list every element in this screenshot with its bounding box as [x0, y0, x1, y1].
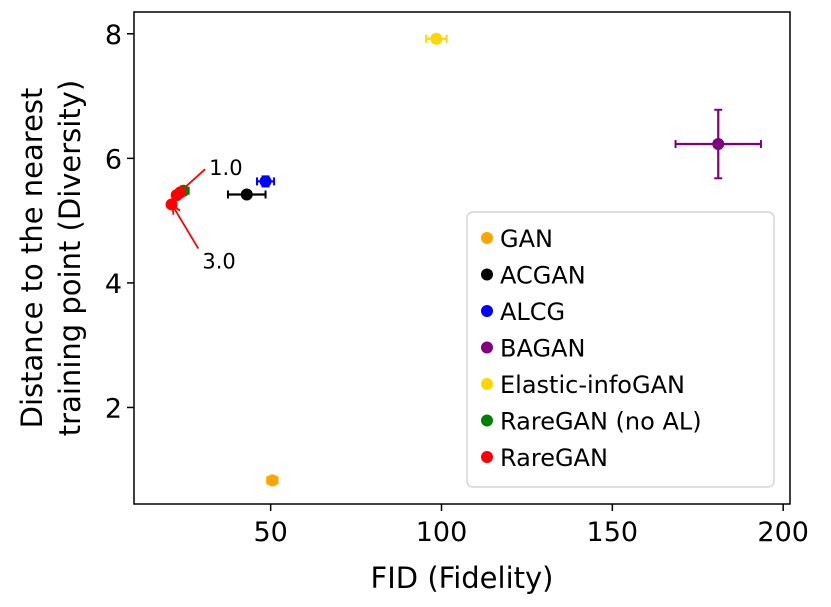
data-point — [240, 188, 253, 201]
y-axis-title-line-2: training point (Diversity) — [53, 80, 87, 436]
legend-marker — [481, 341, 493, 354]
y-tick-label: 4 — [105, 269, 122, 300]
x-tick-label: 150 — [587, 517, 639, 548]
legend: GAN ACGAN ALCG BAGAN Elastic-infoGAN RareGAN … — [466, 211, 775, 488]
x-tick-label: 100 — [416, 517, 468, 548]
legend-label: ALCG — [500, 298, 565, 326]
legend-label: RareGAN — [500, 444, 608, 472]
series-gan — [266, 474, 279, 487]
legend-label: ACGAN — [500, 262, 586, 290]
legend-marker — [481, 414, 493, 427]
annotation-arrowhead — [171, 203, 181, 215]
legend-marker — [481, 232, 493, 244]
x-axis: 50 100 150 200 — [253, 504, 809, 548]
series-elastic-infogan — [425, 32, 448, 45]
x-tick-label: 200 — [757, 517, 809, 548]
legend-label: RareGAN (no AL) — [500, 408, 702, 436]
legend-label: BAGAN — [500, 335, 585, 363]
legend-label: GAN — [500, 225, 553, 253]
annotation-arrow — [177, 168, 206, 195]
legend-frame — [466, 211, 775, 488]
series-acgan — [226, 188, 267, 201]
series-alcg — [256, 175, 276, 188]
annotation-arrowhead — [176, 185, 187, 196]
data-point — [712, 138, 725, 151]
legend-marker — [481, 268, 493, 281]
y-tick-label: 8 — [105, 20, 122, 51]
x-tick-label: 50 — [253, 517, 287, 548]
series-bagan — [674, 108, 762, 180]
annotation-label: 3.0 — [202, 250, 235, 274]
legend-marker — [481, 378, 493, 390]
x-axis-title: FID (Fidelity) — [371, 561, 554, 595]
y-axis: 2 4 6 8 — [105, 20, 134, 424]
plot-area-frame — [133, 11, 791, 505]
y-tick-label: 6 — [105, 144, 122, 175]
y-tick-label: 2 — [105, 393, 122, 424]
y-axis-title-line-1: Distance to the nearest — [15, 88, 49, 429]
annotation-label: 1.0 — [209, 156, 242, 180]
legend-label: Elastic-infoGAN — [500, 371, 685, 399]
data-point — [266, 474, 279, 487]
data-point — [259, 175, 272, 188]
annotations: 1.0 3.0 — [171, 156, 243, 274]
data-point — [430, 32, 443, 45]
legend-marker — [481, 451, 493, 463]
annotation-arrow — [171, 205, 200, 250]
legend-marker — [481, 305, 493, 317]
